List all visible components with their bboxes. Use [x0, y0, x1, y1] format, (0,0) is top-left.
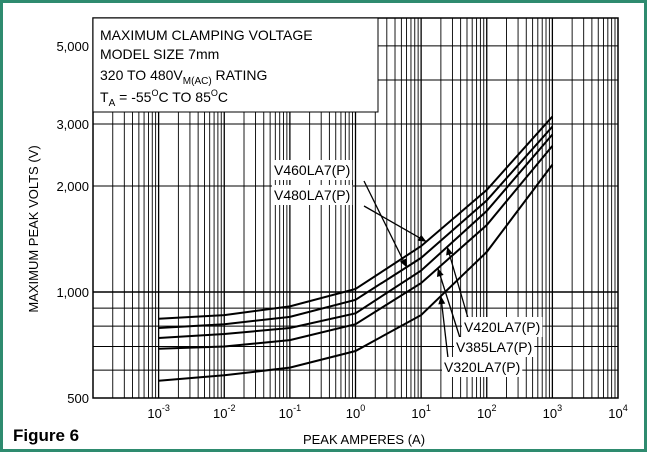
info-line-2: MODEL SIZE 7mm: [100, 46, 219, 62]
info-line-1: MAXIMUM CLAMPING VOLTAGE: [100, 27, 313, 43]
x-tick-label: 102: [477, 403, 496, 421]
x-tick-label: 10-1: [279, 403, 301, 421]
series-line: [158, 125, 554, 329]
annotation-arrowhead: [399, 258, 407, 268]
y-axis-label: MAXIMUM PEAK VOLTS (V): [26, 145, 41, 312]
info-line-4: TA = -55OC TO 85OC: [100, 88, 228, 109]
annotation-label: V480LA7(P): [274, 187, 350, 203]
annotation-label-bg: [442, 357, 523, 377]
annotation-arrowhead: [438, 296, 446, 305]
annotation-label-bg: [462, 317, 543, 337]
x-tick-label: 100: [346, 403, 365, 421]
annotation-arrowhead: [417, 234, 427, 242]
tick-labels: 10-3 10-2 10-1 100 101 102 103 104 500 1,000 2,000…: [56, 39, 627, 421]
info-box: MAXIMUM CLAMPING VOLTAGE MODEL SIZE 7mm …: [92, 17, 379, 113]
annotation-leader: [437, 268, 461, 339]
x-tick-label: 10-3: [147, 403, 169, 421]
series-line: [158, 133, 554, 339]
annotation-arrowhead: [446, 246, 453, 256]
x-tick-label: 103: [543, 403, 562, 421]
annotation-label-bg: [272, 185, 353, 205]
y-tick-label: 2,000: [56, 179, 89, 194]
y-tick-label: 1,000: [56, 285, 89, 300]
series-line: [158, 115, 554, 320]
annotation-label-bg: [272, 160, 353, 180]
annotation-label: V460LA7(P): [274, 162, 350, 178]
annotation-leader: [363, 180, 408, 268]
info-line-3: 320 TO 480VM(AC) RATING: [100, 67, 267, 87]
x-axis-label: PEAK AMPERES (A): [303, 432, 425, 447]
x-tick-label: 10-2: [213, 403, 235, 421]
y-tick-label: 5,000: [56, 39, 89, 54]
series-lines: [158, 115, 554, 382]
x-tick-label: 104: [608, 403, 627, 421]
series-line: [158, 145, 554, 350]
info-box-background: [92, 17, 379, 113]
series-line: [158, 163, 554, 382]
annotation-leader: [446, 246, 469, 319]
series-annotations: V460LA7(P) V480LA7(P) V420LA7(P) V385LA7(P)…: [272, 160, 543, 377]
annotation-leader: [440, 295, 449, 359]
figure-label: Figure 6: [13, 426, 79, 445]
annotation-leader: [363, 205, 427, 243]
annotation-label: V420LA7(P): [464, 319, 540, 335]
y-tick-label: 500: [67, 391, 89, 406]
x-tick-label: 101: [411, 403, 430, 421]
annotation-label-bg: [454, 337, 535, 357]
annotation-arrowhead: [436, 268, 444, 277]
annotation-label: V320LA7(P): [444, 359, 520, 375]
y-tick-label: 3,000: [56, 117, 89, 132]
annotation-label: V385LA7(P): [456, 339, 532, 355]
